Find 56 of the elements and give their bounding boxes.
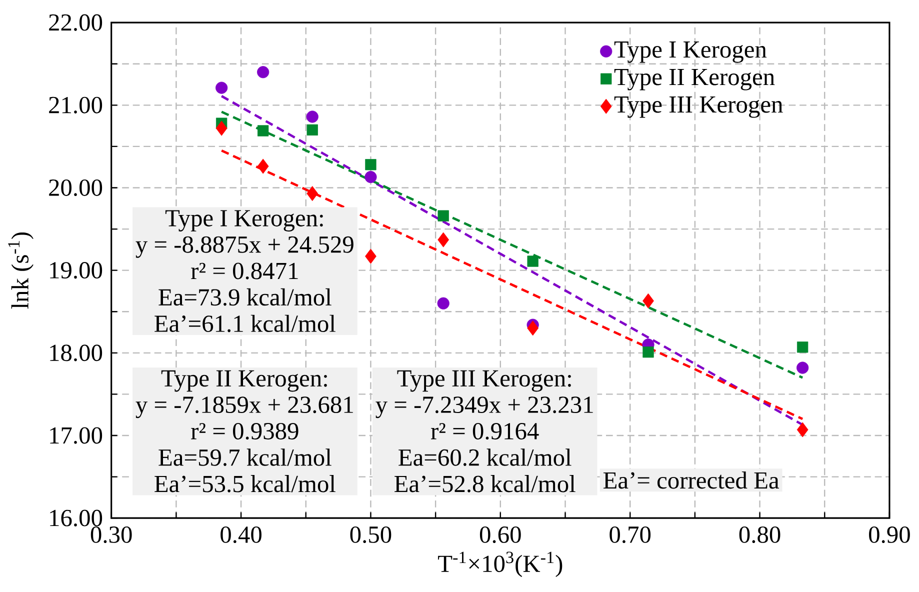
point — [796, 422, 808, 438]
x-tick-label: 0.40 — [220, 526, 262, 544]
annotation: r² = 0.9389 — [191, 423, 298, 440]
point — [306, 124, 318, 136]
x-tick-label: 0.70 — [610, 526, 651, 544]
legend-label: Type I Kerogen — [614, 42, 767, 63]
annotation: r² = 0.9164 — [430, 423, 539, 440]
annotation: Ea’=61.1 kcal/mol — [154, 314, 336, 332]
point — [216, 82, 228, 94]
annotation: Ea=60.2 kcal/mol — [398, 448, 572, 466]
y-tick-label: 17.00 — [50, 427, 102, 444]
point — [527, 256, 538, 267]
point — [216, 120, 228, 136]
y-axis-title: lnk (s$^{-1}$) — [8, 232, 34, 309]
point — [258, 125, 269, 136]
x-tick-label: 0.80 — [739, 526, 780, 544]
y-tick-label: 22.00 — [49, 14, 102, 32]
x-tick-label: 0.90 — [869, 526, 910, 544]
point — [642, 294, 654, 309]
y-tick-label: 20.00 — [49, 180, 102, 196]
y-tick-label: 16.00 — [50, 510, 102, 527]
annotation: Ea’=52.8 kcal/mol — [394, 475, 576, 493]
annotation: Ea=59.7 kcal/mol — [158, 448, 332, 466]
x-tick-label: 0.50 — [350, 526, 392, 544]
annotation: Type II Kerogen: — [161, 370, 327, 392]
annotation: r² = 0.8471 — [191, 262, 298, 280]
point — [306, 186, 318, 202]
point — [257, 66, 270, 78]
annotation: Ea’= corrected Ea — [603, 472, 780, 489]
point — [365, 248, 376, 264]
annotation: Type III Kerogen: — [397, 370, 571, 392]
x-tick-label: 0.60 — [480, 526, 521, 544]
point — [257, 158, 269, 174]
y-tick-label: 21.00 — [49, 97, 102, 114]
y-tick-label: 18.00 — [50, 344, 102, 362]
legend-label: Type III Kerogen — [614, 96, 783, 118]
legend-label: Type II Kerogen — [614, 69, 775, 90]
point — [365, 159, 376, 170]
point — [797, 342, 808, 353]
point — [437, 297, 450, 310]
point — [642, 346, 654, 358]
y-tick-label: 19.00 — [50, 262, 102, 279]
annotation: y = -7.1859x + 23.681 — [136, 396, 353, 418]
x-tick-label: 0.30 — [90, 526, 132, 544]
point — [527, 320, 539, 336]
annotation: y = -8.8875x + 24.529 — [136, 236, 354, 258]
annotation: y = -7.2349x + 23.231 — [376, 396, 593, 418]
point — [796, 362, 809, 374]
x-axis-title: T$^{-1}$×10$^{3}$(K$^{-1}$) — [438, 552, 562, 578]
annotation: Ea=73.9 kcal/mol — [158, 288, 332, 306]
annotation: Type I Kerogen: — [165, 210, 323, 232]
point — [438, 210, 449, 222]
point — [438, 232, 450, 248]
annotation: Ea’=53.5 kcal/mol — [154, 475, 336, 493]
point — [364, 171, 377, 184]
point — [306, 110, 318, 123]
